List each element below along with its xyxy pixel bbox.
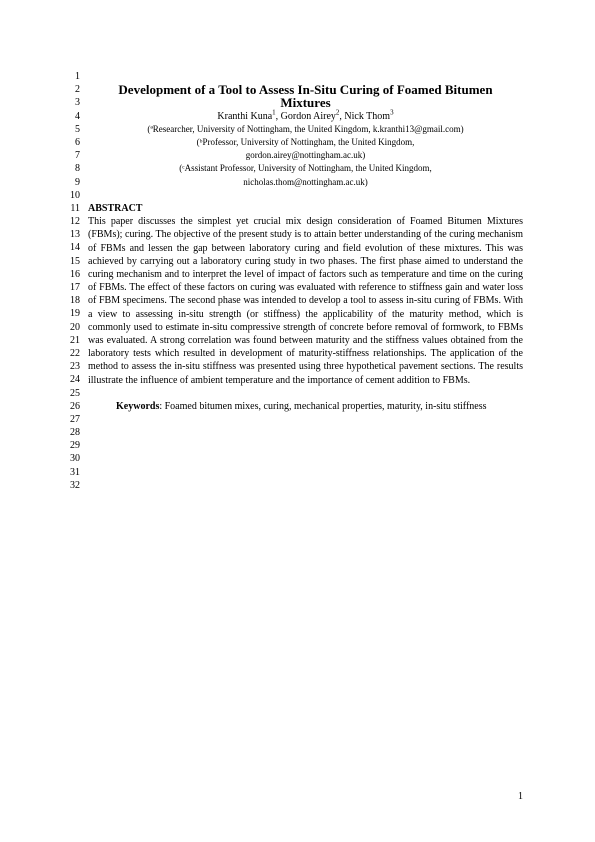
line-number: 31 [62, 466, 80, 479]
line-number: 7 [62, 149, 80, 162]
author-list: Kranthi Kuna1, Gordon Airey2, Nick Thom3 [88, 110, 523, 123]
line-number: 16 [62, 268, 80, 281]
keywords-text: : Foamed bitumen mixes, curing, mechanic… [159, 401, 486, 412]
line-number-gutter: 1 2 3 4 5 6 7 8 9 10 11 12 13 14 15 16 1… [62, 70, 80, 492]
abstract-heading: ABSTRACT [88, 202, 523, 215]
line-number: 1 [62, 70, 80, 83]
line-number: 30 [62, 452, 80, 465]
document-content: Development of a Tool to Assess In-Situ … [88, 70, 523, 413]
line-number: 29 [62, 439, 80, 452]
line-number: 21 [62, 334, 80, 347]
affiliation-line: (ᶜAssistant Professor, University of Not… [88, 162, 523, 175]
affiliation-line: (ªResearcher, University of Nottingham, … [88, 123, 523, 136]
line-number: 11 [62, 202, 80, 215]
paper-title-line2: Mixtures [88, 96, 523, 109]
keywords-block: Keywords: Foamed bitumen mixes, curing, … [88, 400, 523, 413]
line-number: 20 [62, 321, 80, 334]
line-number: 2 [62, 83, 80, 96]
line-number: 12 [62, 215, 80, 228]
affiliation-line: nicholas.thom@nottingham.ac.uk) [88, 176, 523, 189]
line-number: 3 [62, 96, 80, 109]
line-number: 13 [62, 228, 80, 241]
line-number: 14 [62, 241, 80, 254]
line-number: 23 [62, 360, 80, 373]
line-number: 15 [62, 255, 80, 268]
line-number: 19 [62, 307, 80, 320]
line-number: 27 [62, 413, 80, 426]
page-container: 1 2 3 4 5 6 7 8 9 10 11 12 13 14 15 16 1… [0, 0, 595, 842]
line-number: 10 [62, 189, 80, 202]
blank-line [88, 189, 523, 202]
line-number: 18 [62, 294, 80, 307]
line-number: 9 [62, 176, 80, 189]
line-number: 24 [62, 373, 80, 386]
line-number: 32 [62, 479, 80, 492]
line-number: 4 [62, 110, 80, 123]
keywords-label: Keywords [116, 401, 159, 412]
line-number: 5 [62, 123, 80, 136]
line-number: 22 [62, 347, 80, 360]
affiliation-line: gordon.airey@nottingham.ac.uk) [88, 149, 523, 162]
page-number: 1 [518, 791, 523, 802]
line-number: 6 [62, 136, 80, 149]
line-number: 25 [62, 387, 80, 400]
affiliation-line: (ᵇProfessor, University of Nottingham, t… [88, 136, 523, 149]
line-number: 17 [62, 281, 80, 294]
blank-line [88, 387, 523, 400]
line-number: 26 [62, 400, 80, 413]
abstract-text: This paper discusses the simplest yet cr… [88, 215, 523, 387]
line-number: 28 [62, 426, 80, 439]
line-number: 8 [62, 162, 80, 175]
